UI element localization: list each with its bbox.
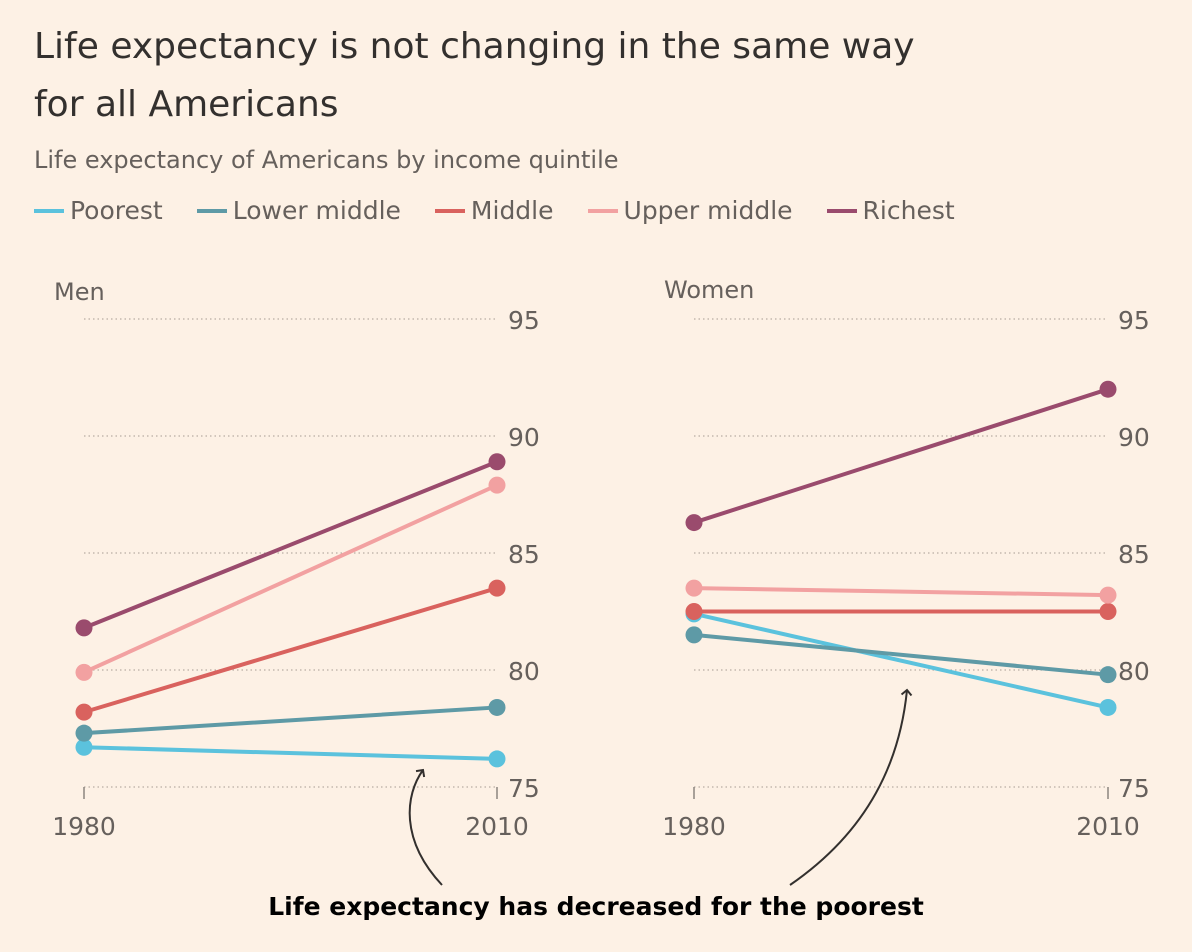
- y-tick-label-men-95: 95: [508, 306, 540, 335]
- data-point-women-upper-middle-2010: [1099, 586, 1117, 604]
- series-line-women-lower-middle: [692, 632, 1110, 677]
- x-tick-label-men-1980: 1980: [52, 812, 116, 841]
- data-point-women-richest-1980: [685, 514, 703, 532]
- series-line-men-lower-middle: [82, 705, 499, 736]
- legend-item-richest: Richest: [826, 196, 955, 225]
- y-tick-label-women-90: 90: [1118, 423, 1150, 452]
- x-tick-label-women-1980: 1980: [662, 812, 726, 841]
- chart-title: Life expectancy is not changing in the s…: [34, 26, 915, 125]
- data-point-men-middle-2010: [488, 579, 506, 597]
- data-point-women-richest-2010: [1099, 380, 1117, 398]
- legend: Poorest Lower middle Middle Upper middle…: [34, 196, 989, 225]
- legend-item-upper-middle: Upper middle: [587, 196, 793, 225]
- legend-swatch-middle: [434, 208, 465, 213]
- data-point-women-lower-middle-2010: [1099, 666, 1117, 684]
- annotation-arrow-women: [789, 688, 913, 886]
- y-tick-label-women-95: 95: [1118, 306, 1150, 335]
- y-tick-label-men-90: 90: [508, 423, 540, 452]
- legend-item-middle: Middle: [434, 196, 554, 225]
- data-point-women-lower-middle-1980: [685, 626, 703, 644]
- data-point-men-richest-2010: [488, 453, 506, 471]
- legend-label-poorest: Poorest: [70, 196, 163, 225]
- data-point-men-poorest-1980: [75, 738, 93, 756]
- chart-subtitle: Life expectancy of Americans by income q…: [34, 146, 619, 174]
- chart-panels: Men 75 80 85 90 95 1980 2010 Women 75 80 85 90 95 1980…: [52, 276, 1150, 841]
- legend-swatch-lower-middle: [196, 208, 227, 213]
- series-line-women-poorest: [692, 611, 1110, 710]
- data-point-women-middle-1980: [685, 603, 703, 620]
- data-point-men-richest-1980: [75, 619, 93, 637]
- legend-label-lower-middle: Lower middle: [232, 196, 401, 225]
- panel-women: Women 75 80 85 90 95 1980 2010: [662, 276, 1150, 841]
- panel-label-women: Women: [664, 276, 754, 304]
- data-point-men-lower-middle-1980: [75, 724, 93, 742]
- legend-swatch-poorest: [34, 208, 64, 213]
- annotation-text: Life expectancy has decreased for the po…: [268, 892, 924, 921]
- x-tick-label-men-2010: 2010: [465, 812, 529, 841]
- legend-label-richest: Richest: [862, 196, 955, 225]
- panel-label-men: Men: [54, 278, 105, 306]
- legend-label-upper-middle: Upper middle: [623, 196, 793, 225]
- y-tick-label-women-80: 80: [1118, 657, 1150, 686]
- y-tick-label-men-80: 80: [508, 657, 540, 686]
- legend-swatch-richest: [826, 208, 857, 213]
- series-line-men-richest: [82, 459, 499, 630]
- series-line-men-middle: [82, 586, 499, 715]
- series-line-men-upper-middle: [82, 483, 499, 675]
- y-tick-label-women-75: 75: [1118, 774, 1150, 803]
- data-point-women-poorest-2010: [1099, 698, 1117, 716]
- series-line-women-upper-middle: [692, 586, 1110, 598]
- y-tick-label-men-75: 75: [508, 774, 540, 803]
- data-point-men-upper-middle-1980: [75, 663, 93, 681]
- legend-item-lower-middle: Lower middle: [196, 196, 401, 225]
- data-point-women-middle-2010: [1099, 603, 1117, 620]
- y-tick-label-women-85: 85: [1118, 540, 1150, 569]
- series-line-women-richest: [692, 387, 1110, 525]
- data-point-men-middle-1980: [75, 703, 93, 721]
- legend-item-poorest: Poorest: [34, 196, 163, 225]
- annotation-arrow-men: [408, 768, 443, 886]
- series-line-men-poorest: [82, 745, 499, 761]
- legend-swatch-upper-middle: [587, 208, 618, 213]
- y-tick-label-men-85: 85: [508, 540, 540, 569]
- data-point-women-upper-middle-1980: [685, 579, 703, 597]
- legend-label-middle: Middle: [470, 196, 554, 225]
- data-point-men-poorest-2010: [488, 750, 506, 768]
- data-point-men-upper-middle-2010: [488, 476, 506, 494]
- panel-men: Men 75 80 85 90 95 1980 2010: [52, 278, 540, 841]
- data-point-men-lower-middle-2010: [488, 698, 506, 716]
- x-tick-label-women-2010: 2010: [1076, 812, 1140, 841]
